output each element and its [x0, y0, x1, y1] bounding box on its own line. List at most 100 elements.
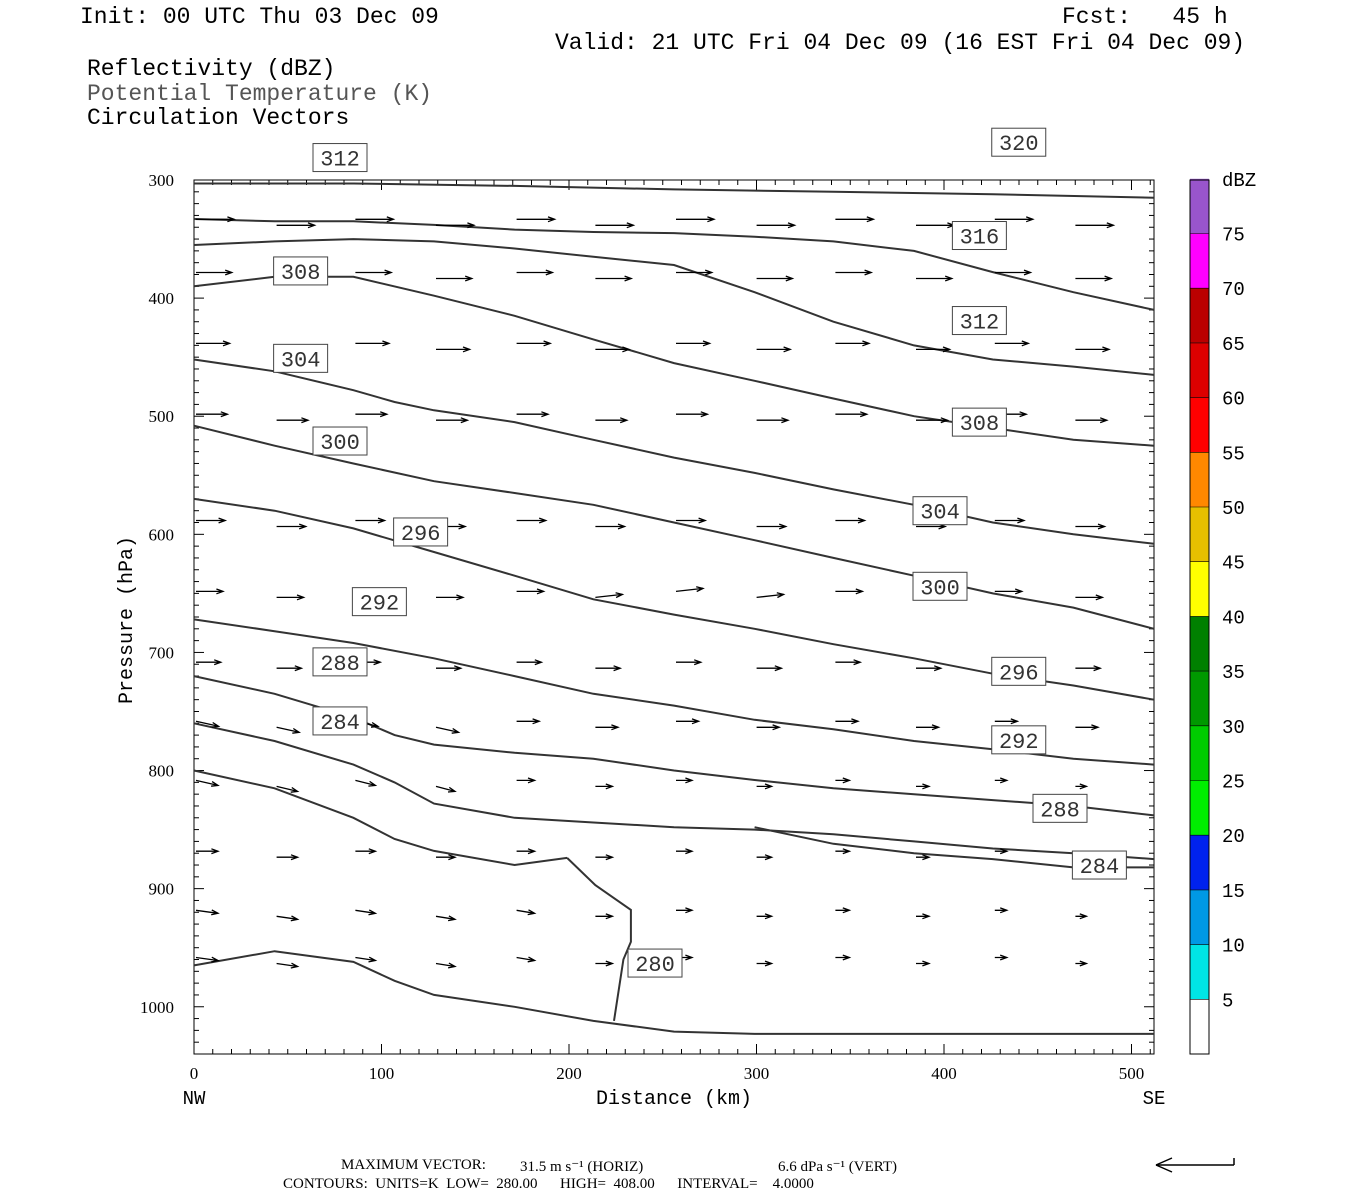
contour-label-box [991, 725, 1047, 755]
max-vector-horiz: 31.5 m s⁻¹ (HORIZ) [520, 1159, 644, 1175]
contour-label-box [393, 517, 449, 547]
colorbar-label: 70 [1222, 279, 1245, 301]
vector-arrow [595, 960, 615, 967]
y-tick-label: 400 [149, 289, 175, 308]
contour-label-box [912, 496, 968, 526]
field-reflectivity-label: Reflectivity (dBZ) [87, 56, 336, 82]
vector-arrow [196, 588, 225, 595]
x-end-label-right: SE [1143, 1088, 1166, 1110]
vector-arrow [676, 517, 708, 524]
vector-arrow [835, 954, 852, 961]
colorbar-label: 60 [1222, 389, 1245, 411]
contour-label-box [1032, 793, 1088, 823]
vector-arrow [835, 777, 852, 784]
vector-arrow [355, 956, 378, 963]
contour-label-box [312, 426, 368, 456]
vector-arrow [436, 275, 474, 282]
vector-arrow [756, 523, 788, 530]
vector-arrow [276, 785, 300, 793]
forecast-hour: Fcst: 45 h [1062, 4, 1228, 30]
vector-arrow [595, 724, 620, 731]
vector-arrow [756, 665, 784, 672]
vector-arrow [276, 726, 302, 734]
x-end-label-left: NW [183, 1088, 206, 1110]
colorbar-segment [1190, 178, 1209, 234]
colorbar-label: 20 [1222, 826, 1245, 848]
contour-label-box [912, 571, 968, 601]
contour-label-box [312, 647, 368, 677]
y-tick-label: 300 [149, 171, 175, 190]
contour-280 [193, 950, 1154, 1035]
vector-arrow [516, 588, 546, 595]
vector-arrow [835, 517, 867, 524]
vector-arrow [595, 346, 631, 353]
contour-label: 284 [1080, 855, 1120, 880]
vector-arrow [516, 659, 544, 666]
contour-labels: 280 284 284 288 288 292 292 296 296 300 300 304 304 3… [273, 127, 1127, 978]
contour-label: 284 [320, 711, 360, 736]
vector-arrow [676, 659, 703, 666]
colorbar-segment [1190, 233, 1209, 289]
colorbar-segment [1190, 889, 1209, 945]
vector-arrow [196, 659, 223, 666]
vector-arrow [276, 962, 300, 969]
vector-arrow [756, 913, 774, 920]
vector-arrow [756, 854, 774, 861]
contour-label-box [991, 127, 1047, 157]
contour-label-box [951, 407, 1007, 437]
vector-arrow [756, 275, 795, 282]
vector-arrow [436, 417, 470, 424]
vector-arrow [916, 854, 931, 861]
contour-label-box [1071, 850, 1127, 880]
colorbar-label: 65 [1222, 334, 1245, 356]
vector-arrow [675, 586, 705, 593]
contour-label: 312 [960, 311, 1000, 336]
vector-arrow [595, 783, 615, 790]
colorbar-label: 50 [1222, 498, 1245, 520]
field-potential-temp-label: Potential Temperature (K) [87, 81, 433, 107]
colorbar-segment [1190, 342, 1209, 398]
vector-arrow [1075, 222, 1116, 229]
vector-arrow [436, 854, 457, 861]
vector-arrow [835, 411, 869, 418]
vector-arrow [756, 960, 774, 967]
vector-arrow [676, 216, 716, 223]
y-tick-labels: 300 400 500 600 700 800 900 1000 [140, 171, 174, 1017]
vector-arrow [196, 340, 232, 347]
contour-label: 308 [960, 412, 1000, 437]
vector-arrow [516, 848, 537, 855]
vector-arrow [994, 718, 1020, 725]
vector-arrow [195, 720, 221, 728]
vector-arrow [516, 517, 548, 524]
contour-label: 296 [999, 661, 1039, 686]
vector-arrow [1075, 523, 1107, 530]
vector-arrow [916, 346, 952, 353]
colorbar-label: 10 [1222, 936, 1245, 958]
vector-arrow [756, 724, 782, 731]
vector-arrow [516, 718, 542, 725]
circulation-vectors [195, 216, 1116, 969]
colorbar-segment [1190, 397, 1209, 453]
y-tick-label: 700 [149, 643, 175, 662]
vector-arrow [994, 517, 1026, 524]
axis-ticks [193, 179, 1154, 1054]
vector-arrow [756, 222, 797, 229]
colorbar-segment [1190, 452, 1209, 507]
contour-label: 312 [320, 148, 360, 173]
x-tick-label: 200 [556, 1064, 582, 1083]
vector-arrow [994, 216, 1035, 223]
contour-label: 288 [1040, 798, 1080, 823]
vector-arrow [676, 718, 701, 725]
contour-label: 292 [999, 730, 1039, 755]
vector-arrow [355, 779, 378, 787]
x-tick-label: 100 [369, 1064, 395, 1083]
y-axis-label: Pressure (hPa) [116, 536, 139, 704]
vector-arrow [1075, 665, 1103, 672]
vector-arrow [756, 592, 786, 599]
vector-arrow [355, 269, 394, 276]
vector-arrow [516, 777, 537, 784]
x-tick-label: 0 [190, 1064, 199, 1083]
init-time: Init: 00 UTC Thu 03 Dec 09 [80, 4, 439, 30]
vector-arrow [994, 907, 1009, 914]
colorbar-label: 45 [1222, 553, 1245, 575]
